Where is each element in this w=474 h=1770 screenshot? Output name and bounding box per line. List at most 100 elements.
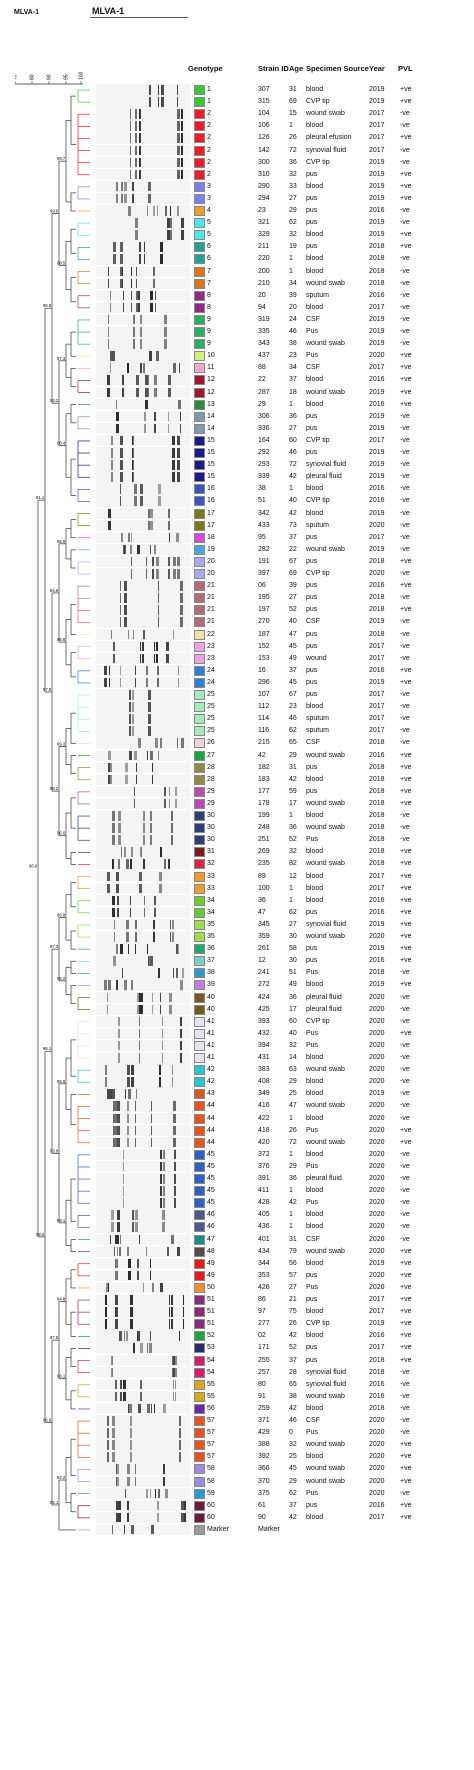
gel-band <box>158 1488 160 1499</box>
gel-band <box>176 944 178 954</box>
gel-band <box>121 193 123 204</box>
genotype-color-swatch <box>194 1258 205 1269</box>
age-cell: 46 <box>289 715 297 723</box>
year-cell: 2019 <box>369 981 385 989</box>
pvl-cell: +ve <box>400 1477 412 1485</box>
genotype-color-swatch <box>194 1367 205 1378</box>
pvl-cell: -ve <box>400 436 410 444</box>
genotype-cell: 5 <box>207 219 211 227</box>
gel-band <box>152 1282 154 1293</box>
age-cell: 29 <box>289 207 297 214</box>
gel-band <box>136 302 138 313</box>
gel-band <box>137 1331 138 1341</box>
gel-band <box>150 302 153 313</box>
genotype-cell: 36 <box>207 945 215 953</box>
gel-band <box>136 290 138 301</box>
gel-band <box>177 460 180 470</box>
strain-row: 19 282 22 wound swab 2019 -ve <box>0 543 474 556</box>
gel-band <box>169 1004 172 1015</box>
gel-band <box>153 932 155 942</box>
strain-row: 26 215 65 CSF 2018 -ve <box>0 737 474 749</box>
gel-band <box>167 218 170 228</box>
strain-row: 49 344 56 blood 2019 +ve <box>0 1257 474 1270</box>
gel-band <box>174 1186 176 1196</box>
specimen-source-cell: pus <box>306 606 318 614</box>
gel-band <box>116 1234 119 1244</box>
specimen-source-cell: CSF <box>306 1235 320 1243</box>
age-cell: 1 <box>289 267 293 275</box>
specimen-source-cell: blood <box>306 267 324 275</box>
pvl-cell: -ve <box>400 473 410 481</box>
strain-row: 57 392 25 blood 2020 +ve <box>0 1451 474 1463</box>
strain-id-cell: 426 <box>258 1283 270 1291</box>
genotype-color-swatch <box>194 133 205 144</box>
strain-id-cell: 104 <box>258 110 270 118</box>
genotype-color-swatch <box>194 1416 205 1426</box>
gel-band <box>172 1077 173 1087</box>
pvl-cell: +ve <box>400 981 412 989</box>
year-cell: 2020 <box>369 1041 385 1049</box>
genotype-cell: 20 <box>207 570 215 577</box>
specimen-source-cell: sputum <box>306 715 329 723</box>
pvl-cell: -ve <box>400 412 410 420</box>
genotype-cell: 2 <box>207 170 211 178</box>
gel-band <box>120 484 121 494</box>
strain-row: 15 292 46 pus 2019 -ve <box>0 447 474 459</box>
genotype-cell: 29 <box>207 787 215 795</box>
strain-id-cell: 391 <box>258 1175 270 1182</box>
genotype-color-swatch <box>194 738 205 749</box>
strain-row: 8 20 39 sputum 2016 -ve <box>0 289 474 302</box>
specimen-source-cell: wound swab <box>306 1392 345 1400</box>
genotype-color-swatch <box>194 871 205 882</box>
gel-band <box>135 1476 136 1486</box>
gel-band <box>130 544 132 555</box>
gel-band <box>120 665 121 676</box>
strain-id-cell: 06 <box>258 582 266 590</box>
strain-row: 39 272 49 blood 2019 +ve <box>0 979 474 991</box>
strain-id-cell: 248 <box>258 824 270 832</box>
strain-id-cell: 300 <box>258 158 270 166</box>
strain-row: 30 199 1 blood 2018 -ve <box>0 810 474 822</box>
pvl-cell: +ve <box>400 243 412 251</box>
gel-band <box>107 387 110 397</box>
gel-band <box>162 1210 165 1220</box>
strain-row: 25 112 23 blood 2017 -ve <box>0 701 474 713</box>
gel-lane <box>96 108 190 120</box>
specimen-source-cell: Pus <box>306 1041 319 1049</box>
node-similarity-label: 95.8 <box>43 303 52 308</box>
gel-lane <box>96 289 190 302</box>
year-cell: 2020 <box>369 1162 385 1170</box>
genotype-color-swatch <box>194 1391 205 1402</box>
strain-row: 29 178 17 wound swab 2018 +ve <box>0 797 474 810</box>
gel-lane <box>96 568 190 580</box>
strain-id-cell: 36 <box>258 896 266 904</box>
pvl-cell: -ve <box>400 219 410 227</box>
gel-band <box>118 1512 121 1523</box>
gel-lane <box>96 652 190 665</box>
strain-id-cell: 310 <box>258 170 270 178</box>
gel-band <box>118 1028 120 1039</box>
genotype-cell: 51 <box>207 1308 215 1316</box>
strain-id-cell: 51 <box>258 497 266 505</box>
node-similarity-label: 99.7 <box>57 156 66 161</box>
genotype-color-swatch <box>194 944 205 955</box>
age-cell: 31 <box>289 763 297 771</box>
genotype-cell: 1 <box>207 98 211 106</box>
year-cell: 2019 <box>369 219 385 227</box>
pvl-cell: -ve <box>400 255 410 263</box>
age-cell: 18 <box>289 388 297 396</box>
genotype-cell: 45 <box>207 1187 215 1195</box>
strain-row: 48 434 79 wound swab 2020 +ve <box>0 1245 474 1258</box>
gel-band <box>130 1440 132 1450</box>
gel-band <box>173 363 176 373</box>
genotype-color-swatch <box>194 641 205 652</box>
genotype-color-swatch <box>194 1464 205 1475</box>
gel-band <box>150 956 153 966</box>
strain-id-cell: 270 <box>258 618 270 626</box>
gel-band <box>175 1379 176 1390</box>
gel-band <box>131 278 132 289</box>
specimen-source-cell: blood <box>306 775 324 783</box>
year-cell: 2019 <box>369 328 385 335</box>
pvl-cell: -ve <box>400 1223 410 1231</box>
gel-band <box>127 1125 129 1136</box>
